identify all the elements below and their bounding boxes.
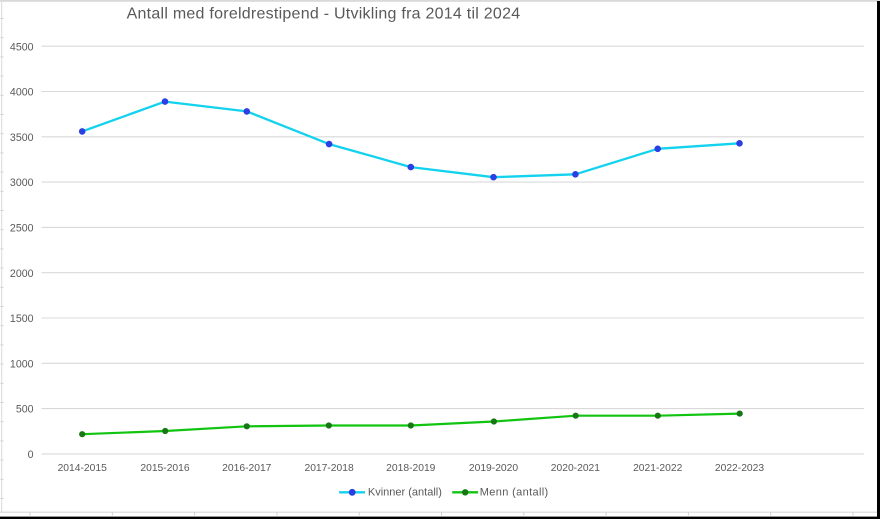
svg-text:1000: 1000 (10, 358, 34, 370)
svg-text:500: 500 (16, 404, 34, 416)
svg-text:2019-2020: 2019-2020 (469, 463, 519, 474)
svg-text:Menn (antall): Menn (antall) (480, 487, 549, 499)
svg-text:Antall med foreldrestipend - U: Antall med foreldrestipend - Utvikling f… (127, 6, 521, 23)
svg-text:1500: 1500 (10, 313, 34, 325)
svg-text:2017-2018: 2017-2018 (304, 463, 354, 474)
svg-text:2014-2015: 2014-2015 (58, 463, 108, 474)
svg-text:2015-2016: 2015-2016 (140, 463, 190, 474)
svg-text:2020-2021: 2020-2021 (551, 463, 601, 474)
svg-text:3500: 3500 (10, 132, 34, 144)
svg-text:4500: 4500 (10, 41, 34, 53)
svg-text:2022-2023: 2022-2023 (715, 463, 765, 474)
svg-text:2500: 2500 (10, 223, 34, 235)
svg-text:2016-2017: 2016-2017 (222, 463, 272, 474)
svg-text:2018-2019: 2018-2019 (386, 463, 436, 474)
svg-text:Kvinner (antall): Kvinner (antall) (368, 487, 442, 499)
svg-text:2021-2022: 2021-2022 (633, 463, 683, 474)
svg-text:0: 0 (28, 449, 34, 461)
svg-text:4000: 4000 (10, 87, 34, 99)
svg-text:3000: 3000 (10, 177, 34, 189)
svg-text:2000: 2000 (10, 268, 34, 280)
